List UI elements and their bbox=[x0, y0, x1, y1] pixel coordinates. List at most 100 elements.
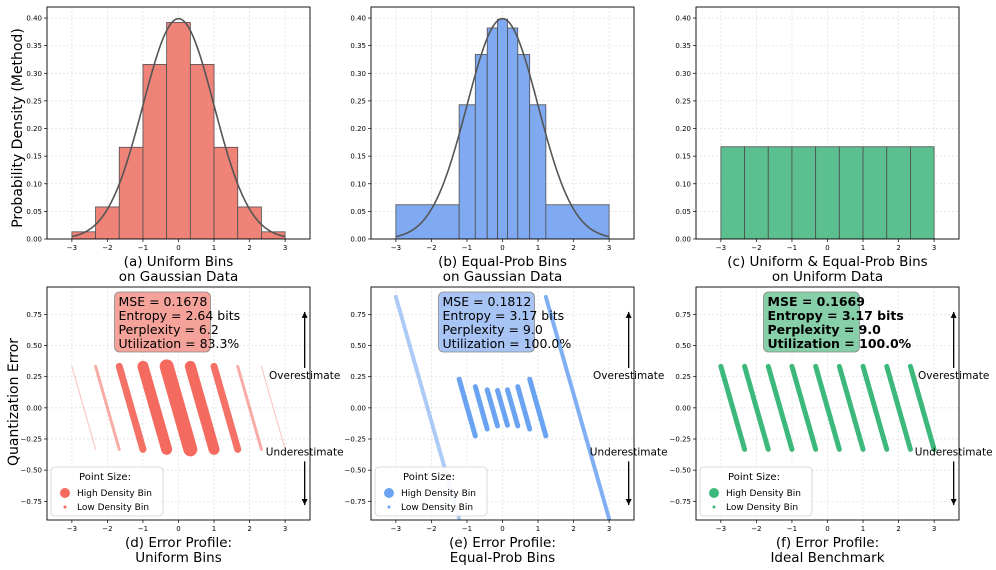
y-tick-label: −0.25 bbox=[21, 436, 42, 444]
panel-title-line: (e) Error Profile: bbox=[449, 535, 556, 551]
x-tick-label: 1 bbox=[212, 244, 216, 252]
x-tick-label: 1 bbox=[861, 525, 865, 533]
histogram-bar bbox=[886, 146, 911, 239]
x-tick-label: 2 bbox=[571, 525, 575, 533]
error-segment bbox=[813, 363, 842, 452]
y-tick-label: 0.50 bbox=[675, 342, 691, 350]
error-segment bbox=[115, 362, 147, 453]
x-tick-label: 1 bbox=[212, 525, 216, 533]
histogram-bar bbox=[815, 146, 840, 239]
underestimate-label: Underestimate bbox=[266, 446, 344, 458]
y-tick-label: 0.00 bbox=[350, 236, 366, 244]
panel-title-line: Ideal Benchmark bbox=[770, 550, 884, 566]
stats-line: Perplexity = 9.0 bbox=[443, 322, 543, 337]
histogram-bar bbox=[791, 146, 817, 239]
y-tick-label: 0.10 bbox=[350, 180, 366, 188]
y-tick-label: 0.00 bbox=[26, 236, 42, 244]
stats-line: Perplexity = 9.0 bbox=[768, 322, 882, 337]
x-tick-label: −1 bbox=[138, 525, 148, 533]
y-tick-label: 0.10 bbox=[26, 180, 42, 188]
legend-high-label: High Density Bin bbox=[77, 489, 152, 499]
x-tick-label: −1 bbox=[138, 244, 148, 252]
panel-title-line: on Gaussian Data bbox=[119, 269, 239, 285]
panel-title-line: on Uniform Data bbox=[772, 269, 883, 285]
histogram-bar bbox=[507, 27, 519, 239]
stats-line: Entropy = 3.17 bits bbox=[768, 308, 904, 323]
panel-a: −3 −2 −1 0 1 2 3 0.00 0.05 0.10 0.15 0.20 0.25 0.30 0.… bbox=[26, 6, 311, 285]
legend-high-marker bbox=[384, 488, 394, 498]
ylabel-top: Probability Density (Method) bbox=[10, 28, 26, 228]
error-segment bbox=[71, 365, 97, 450]
plot-area bbox=[71, 359, 286, 457]
stats-line: Entropy = 3.17 bits bbox=[443, 308, 565, 323]
x-tick-label: 2 bbox=[896, 244, 900, 252]
y-tick-label: 0.25 bbox=[26, 373, 42, 381]
y-tick-label: −0.75 bbox=[21, 498, 42, 506]
error-segment bbox=[742, 363, 771, 452]
histogram-bar bbox=[838, 146, 864, 239]
x-tick-label: 1 bbox=[536, 244, 540, 252]
plot-area bbox=[720, 146, 935, 239]
error-segment bbox=[765, 363, 795, 452]
panel-c: −3 −2 −1 0 1 2 3 0.00 0.05 0.10 0.15 0.20 0.25 0.30 0.… bbox=[675, 6, 960, 285]
legend-low-marker bbox=[387, 505, 391, 509]
histogram-bar bbox=[767, 146, 793, 239]
legend-title: Point Size: bbox=[79, 472, 131, 483]
legend-low-marker bbox=[63, 505, 67, 509]
y-tick-label: 0.25 bbox=[675, 97, 691, 105]
y-tick-label: 0.30 bbox=[350, 70, 366, 78]
error-segment bbox=[456, 376, 478, 439]
error-segment bbox=[860, 363, 890, 452]
y-tick-label: 0.00 bbox=[26, 404, 42, 412]
histogram-bar bbox=[744, 146, 769, 239]
x-tick-label: −1 bbox=[787, 525, 797, 533]
histogram-bar bbox=[862, 146, 888, 239]
x-tick-label: 0 bbox=[500, 244, 504, 252]
y-tick-label: 0.35 bbox=[350, 42, 366, 50]
error-segment bbox=[789, 363, 819, 452]
y-tick-label: 0.35 bbox=[675, 42, 691, 50]
legend-box bbox=[699, 466, 813, 517]
stats-box bbox=[114, 291, 211, 353]
error-segment bbox=[94, 364, 121, 451]
histogram-bar bbox=[474, 54, 488, 239]
overestimate-arrowhead bbox=[625, 311, 632, 318]
error-segment bbox=[907, 363, 937, 452]
y-tick-label: 0.15 bbox=[350, 153, 366, 161]
histogram-bar bbox=[237, 206, 262, 239]
legend-title: Point Size: bbox=[403, 472, 455, 483]
y-tick-label: 0.25 bbox=[350, 373, 366, 381]
error-segment bbox=[236, 364, 263, 451]
overestimate-label: Overestimate bbox=[918, 370, 989, 382]
x-tick-label: 0 bbox=[825, 525, 829, 533]
plot-area bbox=[71, 17, 286, 239]
error-segment bbox=[260, 365, 286, 450]
x-tick-label: 3 bbox=[932, 244, 936, 252]
underestimate-arrowhead bbox=[950, 499, 957, 506]
plot-area bbox=[393, 294, 612, 520]
y-tick-label: 0.25 bbox=[350, 97, 366, 105]
x-tick-label: −3 bbox=[67, 244, 77, 252]
panel-title-line: Uniform Bins bbox=[135, 550, 222, 566]
panel-title-line: (b) Equal-Prob Bins bbox=[438, 254, 567, 270]
legend-low-label: Low Density Bin bbox=[726, 503, 798, 513]
histogram-bar bbox=[517, 54, 531, 239]
stats-line: MSE = 0.1812 bbox=[443, 294, 532, 309]
error-segment bbox=[836, 363, 866, 452]
y-tick-label: −0.50 bbox=[21, 467, 42, 475]
y-tick-label: −0.50 bbox=[670, 467, 691, 475]
underestimate-label: Underestimate bbox=[590, 446, 668, 458]
x-tick-label: 1 bbox=[536, 525, 540, 533]
y-tick-label: 0.40 bbox=[26, 15, 42, 23]
y-tick-label: 0.50 bbox=[350, 342, 366, 350]
error-segment bbox=[495, 387, 510, 428]
panel-title-line: Equal-Prob Bins bbox=[450, 550, 555, 566]
legend-box bbox=[50, 466, 164, 517]
panels: −3 −2 −1 0 1 2 3 0.00 0.05 0.10 0.15 0.20 0.25 0.30 0.… bbox=[21, 6, 993, 566]
x-tick-label: −2 bbox=[751, 244, 761, 252]
x-tick-label: 1 bbox=[861, 244, 865, 252]
panel-title-line: (f) Error Profile: bbox=[776, 535, 879, 551]
stats-line: Perplexity = 6.2 bbox=[119, 322, 219, 337]
stats-line: Entropy = 2.64 bits bbox=[119, 308, 241, 323]
